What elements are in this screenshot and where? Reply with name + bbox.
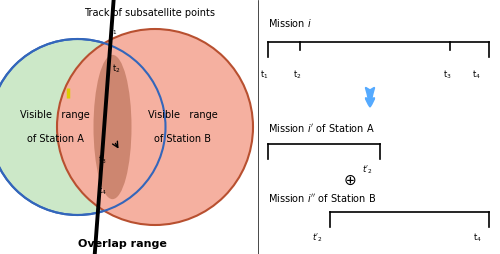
Text: Visible   range

of Station B: Visible range of Station B — [148, 110, 218, 144]
Text: t$_4$: t$_4$ — [98, 184, 107, 197]
Text: Mission $i'$ of Station A: Mission $i'$ of Station A — [268, 122, 374, 134]
Text: ⊕: ⊕ — [344, 173, 356, 188]
Text: t$_3$: t$_3$ — [443, 69, 452, 81]
Ellipse shape — [0, 39, 166, 215]
Text: t$_3$: t$_3$ — [98, 154, 106, 166]
Text: Mission $i$: Mission $i$ — [268, 17, 312, 28]
Ellipse shape — [94, 55, 132, 199]
Text: t$_4$: t$_4$ — [472, 69, 481, 81]
Text: Overlap range: Overlap range — [78, 239, 167, 249]
Text: Mission $i''$ of Station B: Mission $i''$ of Station B — [268, 192, 376, 204]
Text: t$_2$: t$_2$ — [112, 62, 121, 75]
Text: t$_4$: t$_4$ — [473, 232, 482, 244]
Text: t$_1$: t$_1$ — [109, 24, 118, 37]
Text: $t'_2$: $t'_2$ — [312, 232, 323, 244]
Text: t$_2$: t$_2$ — [293, 69, 302, 81]
Text: $t'_2$: $t'_2$ — [362, 164, 373, 176]
Text: t$_1$: t$_1$ — [260, 69, 268, 81]
Text: Track of subsatellite points: Track of subsatellite points — [84, 8, 216, 18]
Ellipse shape — [57, 29, 253, 225]
Text: Visible   range

of Station A: Visible range of Station A — [20, 110, 90, 144]
